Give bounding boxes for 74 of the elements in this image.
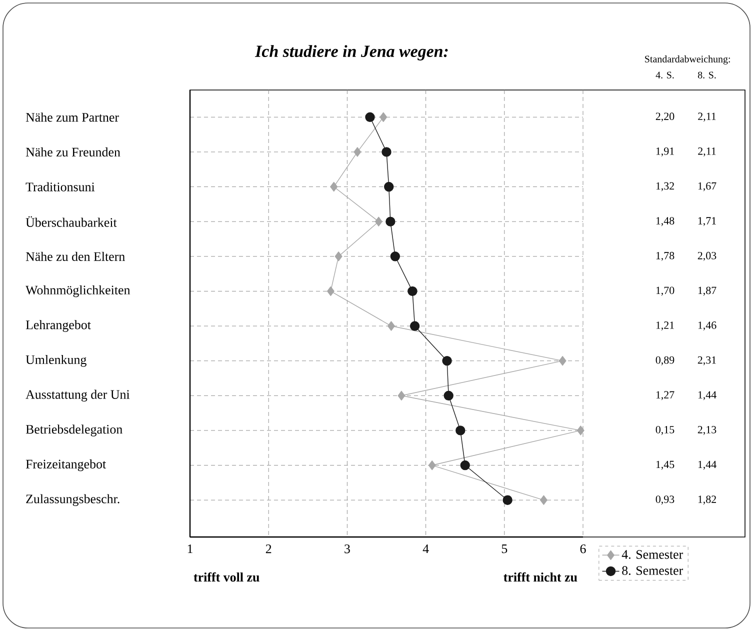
point <box>456 426 466 436</box>
point <box>374 216 382 226</box>
point <box>410 321 420 331</box>
text: trifft nicht zu <box>504 572 578 582</box>
point <box>390 252 400 262</box>
point <box>386 216 396 226</box>
point <box>382 147 392 157</box>
y-tick-label: Nähe zu Freunden <box>26 147 120 157</box>
point <box>384 182 394 192</box>
x-tick-label: 3 <box>344 544 350 554</box>
y-tick-label: Wohnmöglichkeiten <box>26 285 130 298</box>
text: 1,67 <box>698 182 716 192</box>
text: 0,15 <box>656 426 674 435</box>
point <box>540 495 548 505</box>
y-tick-label: Traditionsuni <box>26 182 95 192</box>
text: 1,32 <box>656 182 674 192</box>
text: 1,21 <box>656 322 674 330</box>
point <box>334 252 342 262</box>
x-tick-label: 4 <box>422 544 429 554</box>
point <box>326 286 334 296</box>
x-tick-label: 5 <box>502 544 508 554</box>
y-tick-label: Zulassungsbeschr. <box>26 494 120 506</box>
point <box>460 460 470 470</box>
text: 0,89 <box>656 356 674 366</box>
x-tick-label: 6 <box>580 544 586 554</box>
point <box>442 356 452 366</box>
legend-label: 4. Semester <box>622 550 684 559</box>
y-tick-label: Umlenkung <box>26 354 86 367</box>
x-tick-label: 2 <box>266 544 272 554</box>
text: 2,31 <box>698 356 716 366</box>
text: 2,11 <box>698 147 716 156</box>
point <box>558 356 566 366</box>
text: 2,11 <box>698 112 716 122</box>
text: 1,82 <box>698 496 716 505</box>
text: 0,93 <box>656 496 674 505</box>
text: 1,44 <box>698 391 716 400</box>
text: 4. S. <box>656 72 674 78</box>
legend-label: 8. Semester <box>622 566 684 575</box>
text: 1,27 <box>656 391 674 400</box>
text: 2,03 <box>698 252 716 261</box>
y-tick-label: Lehrangebot <box>26 320 91 332</box>
text: 1,45 <box>656 460 674 470</box>
text: 8. S. <box>698 72 716 78</box>
text: 2,13 <box>698 426 716 435</box>
text: 1,70 <box>656 286 674 296</box>
point <box>444 390 454 400</box>
point <box>388 321 395 331</box>
point <box>428 460 436 470</box>
point <box>502 495 512 505</box>
text: 1,87 <box>698 286 716 296</box>
y-tick-label: Ausstattung der Uni <box>26 390 130 402</box>
text: Standardabweichung: <box>645 55 730 64</box>
text: trifft voll zu <box>194 572 260 582</box>
point <box>354 147 362 157</box>
text: 2,20 <box>656 112 674 122</box>
text: 1,71 <box>698 217 716 226</box>
point <box>330 182 338 192</box>
y-tick-label: Nähe zu den Eltern <box>26 252 125 261</box>
chart-title: Ich studiere in Jena wegen: <box>254 45 448 60</box>
point <box>398 390 406 400</box>
y-tick-label: Überschaubarkeit <box>26 216 117 227</box>
point <box>365 112 375 122</box>
text: 1,78 <box>656 252 674 261</box>
y-tick-label: Nähe zum Partner <box>26 112 119 122</box>
text: 1,44 <box>698 460 716 470</box>
point <box>576 426 584 436</box>
y-tick-label: Freizeitangebot <box>26 459 106 472</box>
point <box>380 112 388 122</box>
x-tick-label: 1 <box>188 544 192 554</box>
text: 1,48 <box>656 217 674 226</box>
point <box>408 286 418 296</box>
text: 1,91 <box>656 147 674 156</box>
y-tick-label: Betriebsdelegation <box>26 424 122 436</box>
text: 1,46 <box>698 322 716 330</box>
